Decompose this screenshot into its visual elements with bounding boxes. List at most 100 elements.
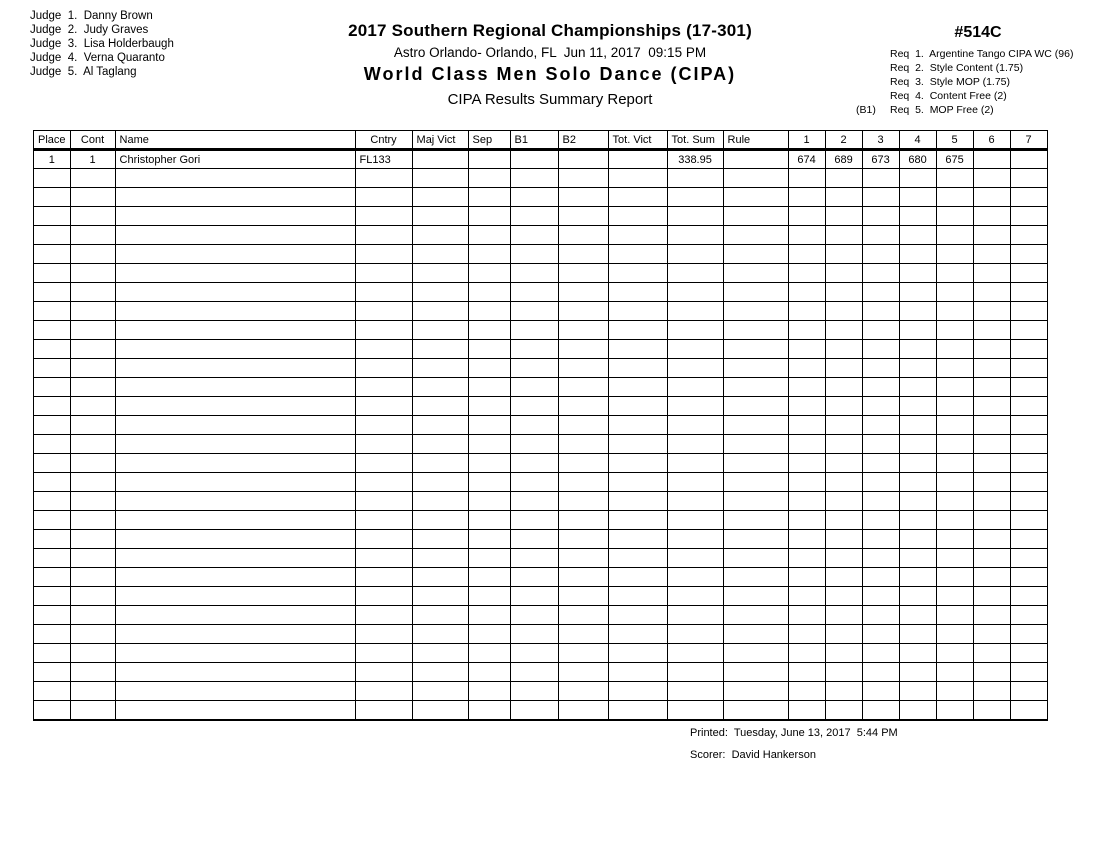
table-cell: [509, 187, 559, 207]
table-cell: [935, 168, 974, 188]
table-cell: [411, 282, 469, 302]
table-cell: [411, 377, 469, 397]
table-cell: [1009, 643, 1048, 663]
table-cell: [354, 225, 413, 245]
table-cell: [861, 263, 900, 283]
table-cell: [557, 662, 609, 682]
table-cell: [411, 548, 469, 568]
table-cell: [509, 586, 559, 606]
table-cell: [861, 643, 900, 663]
table-cell: [114, 567, 356, 587]
table-cell: [722, 187, 789, 207]
table-cell: [114, 301, 356, 321]
table-cell: [557, 586, 609, 606]
table-cell: [722, 681, 789, 701]
table-cell: [972, 472, 1011, 492]
table-cell: [33, 263, 71, 283]
table-cell: [666, 681, 724, 701]
table-cell: [787, 434, 826, 454]
table-cell: [509, 567, 559, 587]
judge-line: Judge 3. Lisa Holderbaugh: [30, 38, 174, 50]
table-cell: [898, 244, 937, 264]
table-cell: [114, 643, 356, 663]
table-cell: [607, 567, 668, 587]
competition-title: 2017 Southern Regional Championships (17…: [348, 21, 752, 40]
table-cell: [972, 624, 1011, 644]
table-cell: [69, 491, 116, 511]
table-cell: [935, 586, 974, 606]
table-cell: [509, 529, 559, 549]
table-cell: [467, 548, 511, 568]
table-cell: [467, 282, 511, 302]
empty-row: [33, 396, 1048, 416]
table-cell: [722, 301, 789, 321]
table-cell: [935, 339, 974, 359]
table-cell: [114, 586, 356, 606]
table-cell: [861, 358, 900, 378]
empty-row: [33, 377, 1048, 397]
table-cell: [722, 244, 789, 264]
table-cell: [861, 681, 900, 701]
table-cell: [69, 415, 116, 435]
table-cell: [861, 415, 900, 435]
table-cell: [33, 567, 71, 587]
table-cell: [722, 529, 789, 549]
table-cell: [824, 529, 863, 549]
table-cell: [861, 339, 900, 359]
judge-line: Judge 2. Judy Graves: [30, 24, 149, 36]
table-cell: [722, 586, 789, 606]
table-cell: [509, 643, 559, 663]
table-cell: [509, 263, 559, 283]
table-cell: [787, 358, 826, 378]
table-cell: [411, 396, 469, 416]
table-cell: [1009, 510, 1048, 530]
column-header: Tot. Sum: [666, 130, 724, 151]
table-cell: [861, 396, 900, 416]
empty-row: [33, 605, 1048, 625]
table-cell: [898, 700, 937, 721]
table-cell: [972, 396, 1011, 416]
table-cell: [467, 396, 511, 416]
table-cell: [972, 377, 1011, 397]
table-cell: [861, 320, 900, 340]
requirement-line: (B1) Req 5. MOP Free (2): [856, 103, 1078, 117]
table-cell: [722, 358, 789, 378]
table-cell: [69, 700, 116, 721]
table-cell: [898, 548, 937, 568]
table-cell: [607, 149, 668, 169]
table-cell: 1: [33, 149, 71, 169]
table-cell: [861, 567, 900, 587]
table-cell: [898, 529, 937, 549]
table-cell: [898, 662, 937, 682]
table-cell: [607, 320, 668, 340]
table-cell: [467, 415, 511, 435]
table-cell: [69, 662, 116, 682]
table-cell: [972, 529, 1011, 549]
table-cell: [898, 168, 937, 188]
table-cell: [33, 282, 71, 302]
table-cell: [607, 548, 668, 568]
table-cell: [935, 320, 974, 340]
table-cell: [411, 472, 469, 492]
table-cell: [861, 187, 900, 207]
table-cell: [557, 225, 609, 245]
table-cell: [972, 605, 1011, 625]
table-cell: [33, 586, 71, 606]
table-cell: [33, 472, 71, 492]
report-title: CIPA Results Summary Report: [447, 91, 653, 108]
table-cell: [898, 643, 937, 663]
table-cell: [972, 320, 1011, 340]
table-cell: [1009, 320, 1048, 340]
table-cell: [557, 453, 609, 473]
table-cell: [607, 187, 668, 207]
table-cell: [33, 662, 71, 682]
table-cell: [33, 301, 71, 321]
table-cell: [467, 434, 511, 454]
empty-row: [33, 244, 1048, 264]
table-cell: [666, 491, 724, 511]
table-cell: [557, 320, 609, 340]
table-cell: [354, 320, 413, 340]
empty-row: [33, 510, 1048, 530]
table-cell: [861, 662, 900, 682]
table-cell: [787, 567, 826, 587]
